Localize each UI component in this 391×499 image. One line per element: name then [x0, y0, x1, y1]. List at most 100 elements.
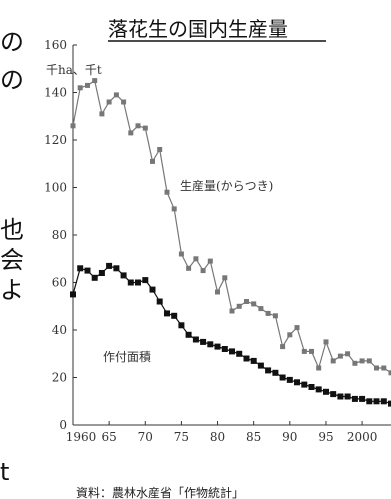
- data-point: [77, 85, 83, 91]
- data-point: [186, 265, 192, 271]
- data-point: [337, 353, 343, 359]
- data-point: [373, 398, 380, 405]
- data-point: [286, 376, 293, 383]
- data-point: [229, 348, 235, 355]
- data-point: [265, 310, 271, 316]
- data-point: [85, 82, 90, 88]
- data-point: [156, 298, 163, 305]
- data-point: [135, 279, 141, 286]
- data-point: [222, 275, 228, 281]
- y-axis-unit-label: 千ha、千t: [46, 63, 102, 77]
- data-point: [221, 346, 228, 352]
- x-tick-label: 90: [282, 430, 297, 444]
- y-tick-label: 60: [52, 276, 67, 290]
- data-point: [337, 393, 344, 400]
- data-point: [171, 312, 178, 319]
- chart-axes: 0 20 40 60 80 100 120 140 160 1960 65 70 75 80 85 90 95 2…: [44, 38, 391, 444]
- data-point: [294, 379, 300, 386]
- data-point: [142, 125, 148, 131]
- y-tick-label: 20: [52, 371, 67, 385]
- x-tick-label: 80: [210, 430, 225, 444]
- data-point: [258, 306, 264, 312]
- series-1: [70, 262, 391, 407]
- data-point: [244, 299, 249, 304]
- data-point: [301, 381, 308, 388]
- y-tick-label: 140: [44, 86, 67, 100]
- data-point: [236, 350, 243, 357]
- data-point: [121, 99, 127, 105]
- left-text-fragment-0: の: [0, 28, 24, 56]
- data-point: [344, 393, 351, 400]
- data-point: [164, 189, 170, 195]
- chart-source-note: 資料：農林水産省「作物統計」: [76, 485, 244, 499]
- data-point: [70, 291, 76, 298]
- x-tick-label: 70: [138, 430, 153, 444]
- data-point: [113, 92, 119, 98]
- data-point: [301, 348, 307, 354]
- y-tick-label: 100: [44, 181, 67, 195]
- chart-title: 落花生の国内生産量: [108, 17, 288, 41]
- data-point: [374, 365, 379, 371]
- data-point: [207, 258, 213, 264]
- x-tick-label: 65: [101, 430, 116, 444]
- x-tick-label: 1960: [66, 430, 97, 444]
- data-point: [99, 111, 105, 117]
- data-point: [77, 265, 84, 272]
- data-point: [309, 348, 314, 354]
- data-point: [185, 331, 192, 338]
- data-point: [106, 262, 113, 269]
- data-point: [215, 289, 220, 295]
- data-point: [149, 286, 156, 293]
- data-point: [287, 332, 293, 338]
- data-point: [157, 147, 163, 152]
- data-point: [135, 123, 141, 129]
- y-tick-label: 80: [52, 228, 67, 242]
- data-point: [91, 274, 98, 281]
- data-point: [330, 358, 336, 364]
- data-point: [193, 256, 199, 262]
- data-point: [257, 362, 264, 369]
- data-point: [380, 398, 387, 405]
- data-point: [359, 358, 365, 364]
- data-point: [200, 338, 207, 345]
- data-point: [106, 99, 112, 105]
- left-text-fragment-2: 也: [0, 216, 24, 244]
- data-point: [381, 365, 387, 371]
- x-tick-label: 2000: [347, 430, 378, 444]
- data-point: [366, 358, 372, 364]
- left-text-fragment-1: の: [0, 66, 24, 94]
- data-point: [279, 374, 286, 381]
- x-tick-label: 75: [174, 430, 189, 444]
- data-point: [70, 123, 76, 129]
- data-point: [178, 251, 184, 257]
- left-text-fragment-3: 会: [0, 246, 24, 274]
- y-tick-label: 160: [44, 38, 67, 52]
- data-point: [178, 322, 185, 329]
- data-point: [207, 341, 214, 348]
- data-point: [308, 384, 315, 390]
- data-point: [120, 272, 127, 279]
- data-point: [251, 301, 257, 307]
- y-tick-label: 40: [52, 323, 67, 337]
- data-point: [142, 277, 149, 284]
- left-text-fragment-4: よ: [0, 276, 24, 304]
- series-0: [70, 78, 391, 376]
- data-point: [243, 355, 250, 362]
- data-point: [315, 386, 322, 393]
- data-point: [236, 303, 242, 309]
- data-point: [171, 206, 177, 212]
- data-point: [150, 158, 155, 164]
- data-point: [351, 395, 358, 402]
- data-point: [113, 265, 120, 272]
- series-label-area: 作付面積: [103, 349, 151, 364]
- series-line-0: [72, 79, 391, 374]
- data-point: [352, 360, 358, 366]
- data-point: [214, 343, 221, 350]
- data-point: [164, 310, 170, 317]
- data-point: [359, 395, 366, 402]
- x-tick-label: 95: [318, 430, 333, 444]
- data-point: [265, 367, 272, 374]
- data-point: [294, 325, 300, 331]
